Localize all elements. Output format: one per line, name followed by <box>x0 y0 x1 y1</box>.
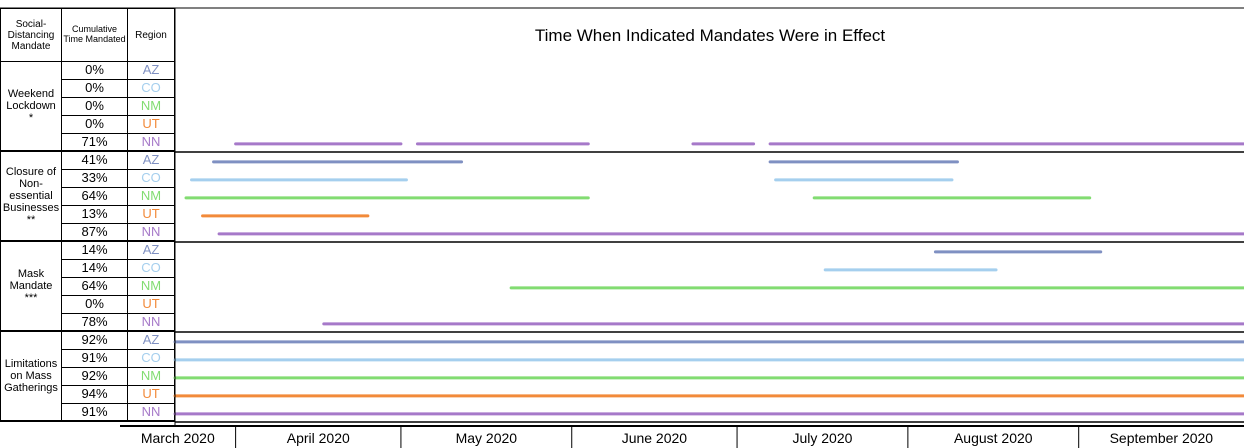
cumulative-time: 64% <box>62 188 128 206</box>
mandate-name: Limitations on Mass Gatherings <box>0 332 62 422</box>
cumulative-time: 71% <box>62 134 128 152</box>
cumulative-time: 94% <box>62 386 128 404</box>
month-label: May 2020 <box>456 430 518 446</box>
chart-title: Time When Indicated Mandates Were in Eff… <box>535 26 886 45</box>
month-label: August 2020 <box>954 430 1033 446</box>
cumulative-time: 14% <box>62 260 128 278</box>
month-label: April 2020 <box>287 430 350 446</box>
month-label: June 2020 <box>622 430 688 446</box>
cumulative-time: 92% <box>62 332 128 350</box>
cumulative-time: 33% <box>62 170 128 188</box>
month-label: September 2020 <box>1110 430 1214 446</box>
month-label: July 2020 <box>792 430 852 446</box>
cumulative-time: 92% <box>62 368 128 386</box>
mandate-name: Mask Mandate *** <box>0 242 62 332</box>
mandate-name: Closure of Non-essential Businesses ** <box>0 152 62 242</box>
cumulative-time: 78% <box>62 314 128 332</box>
cumulative-time: 91% <box>62 350 128 368</box>
mandate-name: Weekend Lockdown * <box>0 62 62 152</box>
cumulative-time: 0% <box>62 296 128 314</box>
cumulative-time: 14% <box>62 242 128 260</box>
cumulative-time: 0% <box>62 98 128 116</box>
month-label: March 2020 <box>141 430 215 446</box>
cumulative-time: 0% <box>62 62 128 80</box>
cumulative-time: 64% <box>62 278 128 296</box>
cumulative-time: 13% <box>62 206 128 224</box>
cumulative-time: 41% <box>62 152 128 170</box>
cumulative-time: 0% <box>62 80 128 98</box>
cumulative-time: 87% <box>62 224 128 242</box>
cumulative-time: 0% <box>62 116 128 134</box>
cumulative-time: 91% <box>62 404 128 422</box>
